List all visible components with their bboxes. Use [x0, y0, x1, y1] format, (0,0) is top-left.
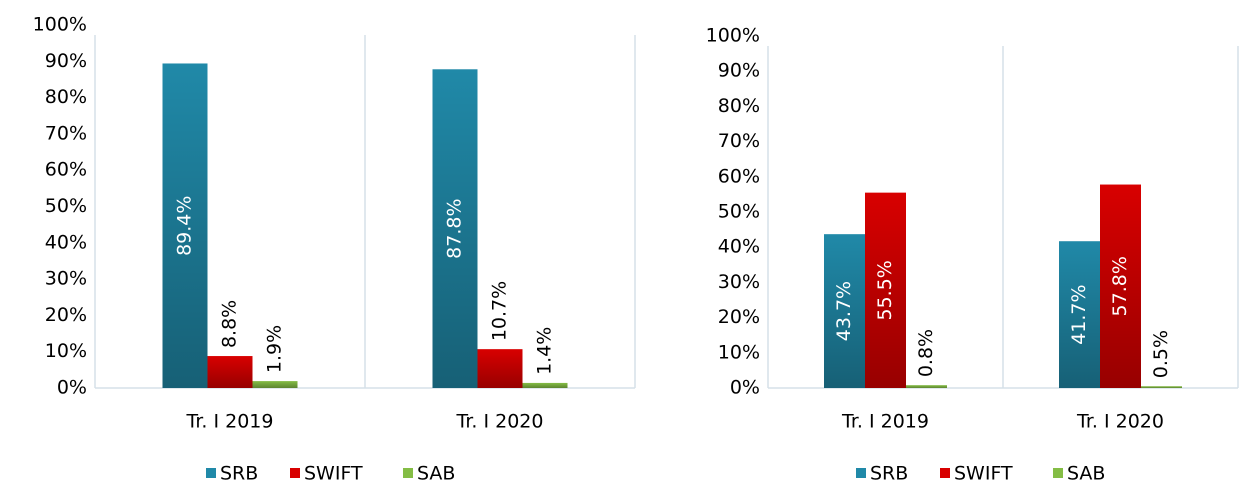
data-label: 55.5% [874, 260, 896, 320]
data-label: 41.7% [1068, 284, 1090, 344]
y-tick-label: 60% [45, 159, 87, 181]
y-tick-label: 70% [45, 122, 87, 144]
bar-shade [824, 234, 865, 388]
bar-shade [522, 382, 568, 388]
legend-swatch [856, 468, 866, 478]
bar-shade [432, 69, 478, 388]
bar-shade [906, 385, 947, 388]
data-label: 1.9% [264, 325, 286, 373]
bar-shade [865, 192, 906, 388]
legend-swatch [290, 468, 300, 478]
legend-swatch [206, 468, 216, 478]
y-tick-label: 0% [57, 377, 87, 399]
y-tick-label: 90% [718, 60, 760, 82]
data-label: 57.8% [1109, 256, 1131, 316]
legend-label: SAB [1067, 463, 1105, 483]
y-tick-label: 20% [718, 306, 760, 328]
data-label: 87.8% [444, 198, 466, 258]
y-tick-label: 90% [45, 50, 87, 72]
y-tick-label: 40% [45, 231, 87, 253]
x-tick-label: Tr. I 2019 [186, 411, 274, 433]
bar-shade [477, 349, 523, 388]
y-tick-label: 80% [718, 95, 760, 117]
data-label: 1.4% [534, 327, 556, 375]
bar-shade [1100, 184, 1141, 388]
bar-shade [252, 381, 298, 388]
y-tick-label: 10% [45, 340, 87, 362]
data-label: 10.7% [489, 281, 511, 341]
legend-label: SWIFT [304, 463, 363, 483]
y-tick-label: 0% [730, 377, 760, 399]
bar-shade [1059, 241, 1100, 388]
bar-shade [162, 63, 208, 389]
data-label: 8.8% [219, 300, 241, 348]
y-tick-label: 30% [45, 268, 87, 290]
y-tick-label: 100% [706, 25, 760, 47]
y-tick-label: 10% [718, 341, 760, 363]
data-label: 0.5% [1150, 330, 1172, 378]
y-tick-label: 80% [45, 86, 87, 108]
y-tick-label: 100% [33, 14, 87, 36]
legend-swatch [940, 468, 950, 478]
legend-label: SRB [220, 463, 258, 483]
legend-swatch [1053, 468, 1063, 478]
bar-shade [207, 356, 253, 388]
legend-label: SWIFT [954, 463, 1013, 483]
y-tick-label: 20% [45, 304, 87, 326]
bar-shade [1141, 386, 1182, 388]
data-label: 0.8% [915, 329, 937, 377]
legend-swatch [403, 468, 413, 478]
y-tick-label: 60% [718, 165, 760, 187]
y-tick-label: 70% [718, 130, 760, 152]
y-tick-label: 50% [718, 201, 760, 223]
legend-label: SAB [417, 463, 455, 483]
y-tick-label: 40% [718, 236, 760, 258]
x-tick-label: Tr. I 2020 [456, 411, 544, 433]
y-tick-label: 30% [718, 271, 760, 293]
data-label: 89.4% [174, 196, 196, 256]
data-label: 43.7% [833, 281, 855, 341]
legend-label: SRB [870, 463, 908, 483]
x-tick-label: Tr. I 2020 [1076, 411, 1164, 433]
y-tick-label: 50% [45, 195, 87, 217]
x-tick-label: Tr. I 2019 [841, 411, 929, 433]
